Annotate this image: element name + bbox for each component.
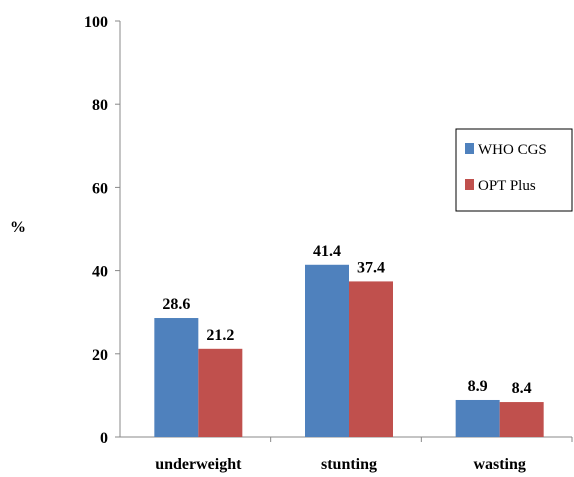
- y-tick-label: 100: [84, 14, 108, 31]
- y-tick-label: 0: [100, 430, 108, 447]
- y-axis-ticks: 0 20 40 60 80 100: [84, 14, 120, 447]
- bar-opt-plus-underweight: [198, 348, 243, 437]
- data-label: 21.2: [206, 327, 234, 344]
- data-label: 28.6: [162, 296, 190, 313]
- data-label: 37.4: [357, 259, 385, 276]
- x-axis-category-labels: underweight stunting wasting: [155, 456, 526, 473]
- x-tick-label: wasting: [473, 456, 525, 473]
- bar-who-cgs-stunting: [305, 264, 349, 437]
- bar-who-cgs-wasting: [455, 399, 500, 437]
- y-tick-label: 80: [92, 97, 108, 114]
- x-tick-label: stunting: [321, 456, 377, 473]
- bar-who-cgs-underweight: [154, 318, 199, 437]
- legend-label: WHO CGS: [478, 142, 547, 158]
- bars: 28.6 21.2 41.4 37.4 8.9 8.4: [154, 243, 573, 442]
- y-axis-label: %: [10, 219, 26, 236]
- legend-box: [455, 128, 573, 212]
- y-tick-label: 20: [92, 347, 108, 364]
- y-tick-label: 60: [92, 180, 108, 197]
- bar-opt-plus-stunting: [349, 281, 393, 437]
- legend-swatch: [465, 179, 474, 190]
- data-label: 8.4: [512, 380, 532, 397]
- bar-opt-plus-wasting: [499, 402, 544, 437]
- data-label: 8.9: [468, 378, 488, 395]
- legend-label: OPT Plus: [478, 178, 536, 194]
- y-tick-label: 40: [92, 264, 108, 281]
- x-tick-label: underweight: [155, 456, 242, 473]
- legend: WHO CGS OPT Plus: [455, 128, 573, 212]
- data-label: 41.4: [313, 243, 341, 260]
- legend-swatch: [465, 143, 474, 154]
